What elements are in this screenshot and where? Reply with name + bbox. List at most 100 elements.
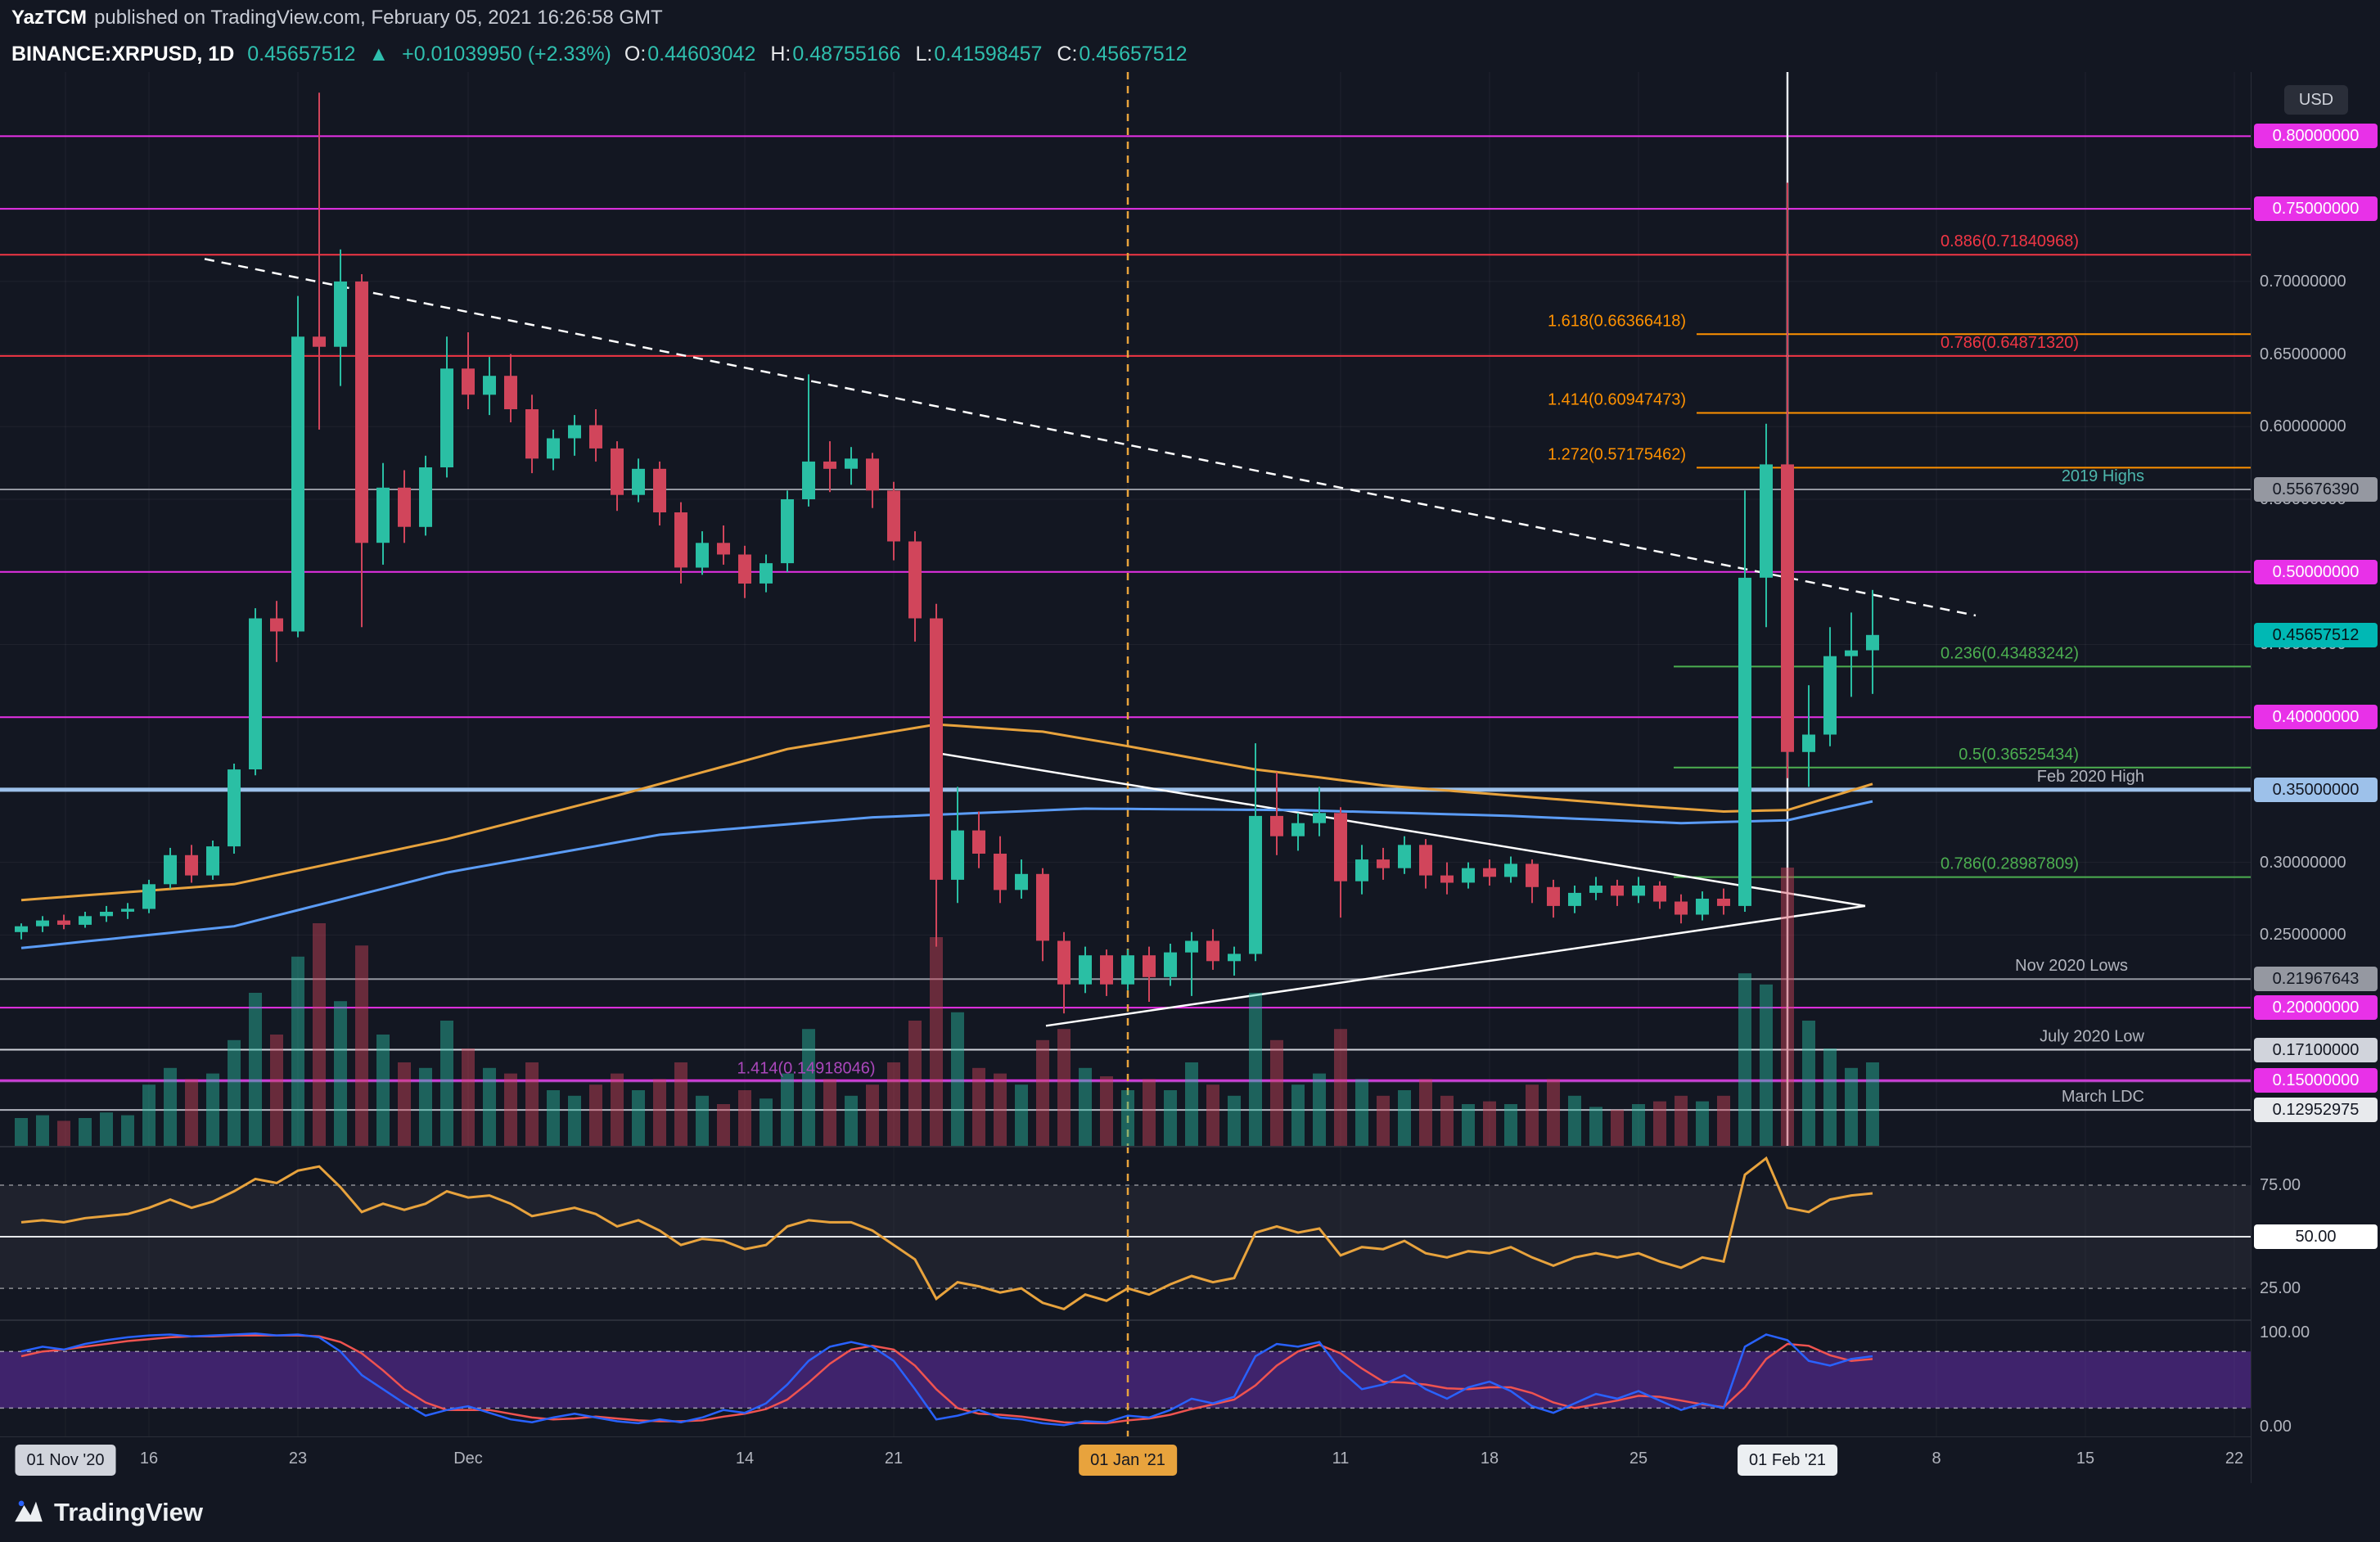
svg-text:2019 Highs: 2019 Highs — [2062, 467, 2144, 485]
svg-text:Nov 2020 Lows: Nov 2020 Lows — [2015, 957, 2128, 975]
last-price: 0.45657512 — [247, 42, 356, 65]
price-tick-label: 0.70000000 — [2260, 273, 2346, 291]
ma-blue-line — [20, 800, 1873, 949]
rsi-pane-canvas — [0, 1146, 2251, 1319]
price-level-badge: 0.20000000 — [2254, 995, 2378, 1020]
ohlc-item: O: 0.44603042 — [624, 43, 756, 66]
price-level-badge: 0.15000000 — [2254, 1068, 2378, 1093]
time-axis-label: 16 — [139, 1450, 159, 1468]
time-axis-label: 8 — [1931, 1450, 1941, 1468]
stoch-pane[interactable] — [0, 1319, 2251, 1436]
ohlc-value: 0.44603042 — [647, 42, 756, 65]
svg-text:1.618(0.66366418): 1.618(0.66366418) — [1548, 312, 1686, 330]
stoch-pane-canvas — [0, 1319, 2251, 1436]
level-lines — [0, 135, 2251, 1111]
brand-name: TradingView — [54, 1498, 204, 1526]
ohlc-label: L: — [915, 42, 933, 65]
tradingview-logo-icon[interactable] — [13, 1497, 44, 1528]
footer: TradingView — [13, 1488, 203, 1537]
price-level-badge: 0.17100000 — [2254, 1038, 2378, 1062]
stoch-k-line — [20, 1332, 1873, 1427]
price-pane[interactable]: 0.886(0.71840968) 1.618(0.66366418) 0.786(… — [0, 72, 2251, 1146]
time-axis-label: 14 — [735, 1450, 755, 1468]
svg-text:July 2020 Low: July 2020 Low — [2040, 1028, 2144, 1046]
time-axis-label: 21 — [884, 1450, 904, 1468]
price-tick-label: 0.65000000 — [2260, 345, 2346, 363]
ma-orange-line — [20, 723, 1873, 902]
stoch-d-line — [20, 1334, 1873, 1425]
ohlc-label: H: — [770, 42, 791, 65]
ohlc-value: 0.45657512 — [1079, 42, 1188, 65]
svg-text:1.414(0.60947473): 1.414(0.60947473) — [1548, 391, 1686, 409]
price-level-badge: 0.50000000 — [2254, 560, 2378, 584]
ohlc-label: O: — [624, 42, 647, 65]
svg-text:0.886(0.71840968): 0.886(0.71840968) — [1941, 232, 2079, 250]
price-tick-label: 0.30000000 — [2260, 854, 2346, 872]
stoch-band — [0, 1351, 2251, 1409]
price-level-badge: 0.40000000 — [2254, 705, 2378, 729]
svg-text:0.236(0.43483242): 0.236(0.43483242) — [1941, 644, 2079, 662]
pane-separator[interactable] — [0, 1146, 2251, 1147]
time-axis-label: 22 — [2224, 1450, 2244, 1468]
candles — [15, 92, 1879, 1014]
svg-text:1.272(0.57175462): 1.272(0.57175462) — [1548, 445, 1686, 463]
svg-text:0.786(0.28987809): 0.786(0.28987809) — [1941, 855, 2079, 873]
price-pane-canvas: 0.886(0.71840968) 1.618(0.66366418) 0.786(… — [0, 72, 2251, 1146]
stoch-axis-label: 100.00 — [2260, 1323, 2310, 1341]
symbol-bar: BINANCE:XRPUSD, 1D 0.45657512 ▲ +0.01039… — [0, 36, 2380, 72]
price-level-badge: 0.55676390 — [2254, 477, 2378, 502]
svg-text:0.786(0.64871320): 0.786(0.64871320) — [1941, 334, 2079, 352]
price-tick-label: 0.60000000 — [2260, 417, 2346, 435]
price-level-badge: 0.35000000 — [2254, 778, 2378, 802]
time-axis-label: Dec — [453, 1450, 483, 1468]
rsi-axis-badge: 50.00 — [2254, 1224, 2378, 1249]
ohlc-value: 0.41598457 — [934, 42, 1043, 65]
time-axis-label: 23 — [288, 1450, 308, 1468]
time-axis-badge: 01 Nov '20 — [15, 1445, 116, 1476]
rsi-axis-label: 75.00 — [2260, 1176, 2301, 1194]
ohlc-item: L: 0.41598457 — [915, 43, 1042, 66]
price-level-badge: 0.21967643 — [2254, 967, 2378, 991]
up-arrow-icon: ▲ — [368, 42, 390, 65]
current-price-badge: 0.45657512 — [2254, 623, 2378, 647]
publish-header: YazTCM published on TradingView.com, Feb… — [0, 0, 2380, 36]
chart-area: 0.886(0.71840968) 1.618(0.66366418) 0.786(… — [0, 72, 2380, 1483]
grid — [0, 72, 2251, 1146]
currency-toggle-button[interactable]: USD — [2284, 85, 2348, 115]
svg-text:0.5(0.36525434): 0.5(0.36525434) — [1959, 746, 2079, 764]
ohlc-value: 0.48755166 — [792, 42, 901, 65]
price-tick-label: 0.25000000 — [2260, 926, 2346, 944]
price-change: +0.01039950 (+2.33%) — [402, 42, 611, 65]
svg-text:1.414(0.14918046): 1.414(0.14918046) — [737, 1059, 875, 1077]
time-axis-label: 11 — [1332, 1450, 1350, 1468]
time-axis-label: 15 — [2076, 1450, 2095, 1468]
svg-text:Feb 2020 High: Feb 2020 High — [2037, 768, 2144, 786]
ohlc-label: C: — [1057, 42, 1078, 65]
trendline — [930, 751, 1866, 908]
time-axis-badge: 01 Feb '21 — [1738, 1445, 1837, 1476]
ohlc-readout: O: 0.44603042 H: 0.48755166 L: 0.41598457 C: 0.… — [624, 43, 1188, 66]
stoch-axis-label: 0.00 — [2260, 1418, 2292, 1436]
price-level-badge: 0.80000000 — [2254, 124, 2378, 148]
volume-bars — [15, 868, 1879, 1146]
price-level-badge: 0.12952975 — [2254, 1098, 2378, 1122]
price-level-badge: 0.75000000 — [2254, 196, 2378, 221]
rsi-axis-label: 25.00 — [2260, 1279, 2301, 1297]
svg-text:March LDC: March LDC — [2062, 1088, 2144, 1106]
ohlc-item: H: 0.48755166 — [770, 43, 900, 66]
rsi-pane[interactable] — [0, 1146, 2251, 1319]
time-axis-label: 25 — [1629, 1450, 1648, 1468]
trendline — [1045, 904, 1866, 1027]
symbol-title[interactable]: BINANCE:XRPUSD, 1D — [11, 42, 235, 65]
ohlc-item: C: 0.45657512 — [1057, 43, 1187, 66]
pane-separator[interactable] — [0, 1319, 2251, 1321]
rsi-line — [20, 1156, 1873, 1311]
trendline — [204, 258, 1977, 617]
time-axis-label: 18 — [1480, 1450, 1499, 1468]
publish-info: published on TradingView.com, February 0… — [94, 7, 663, 29]
level-labels: 0.886(0.71840968) 1.618(0.66366418) 0.786(… — [737, 232, 2144, 1106]
author-name: YazTCM — [11, 7, 88, 29]
time-axis[interactable]: 01 Nov '20 16 23 Dec 14 21 01 Jan '21 11 18 25 01 … — [0, 1436, 2251, 1483]
price-axis[interactable]: USD 0.700000000.650000000.600000000.5500… — [2251, 72, 2380, 1483]
